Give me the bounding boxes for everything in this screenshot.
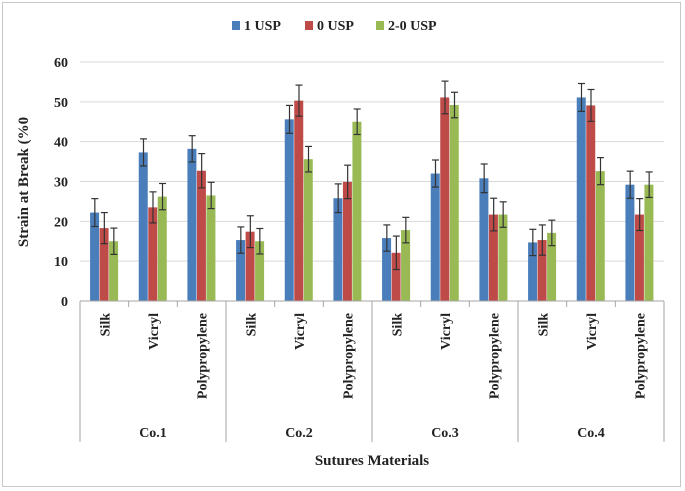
bar bbox=[547, 232, 557, 301]
group-label: Co.3 bbox=[431, 426, 459, 441]
y-tick-label: 40 bbox=[54, 136, 68, 151]
bars bbox=[90, 97, 654, 302]
group-label: Co.1 bbox=[139, 426, 167, 441]
category-label: Silk bbox=[390, 313, 405, 337]
bar bbox=[294, 100, 304, 301]
bar bbox=[90, 212, 100, 301]
y-tick-label: 60 bbox=[54, 56, 68, 71]
category-label: Polypropylene bbox=[196, 313, 211, 399]
y-axis-title: Strain at Break (%0 bbox=[16, 117, 32, 247]
legend-label: 0 USP bbox=[317, 19, 354, 34]
bar bbox=[109, 241, 119, 301]
axes: 0 10 20 30 40 50 60 Co.1 Silk Vicryl Polypropylene… bbox=[54, 56, 665, 442]
bar bbox=[138, 152, 148, 301]
bar bbox=[634, 214, 644, 301]
y-tick-label: 50 bbox=[54, 96, 68, 111]
bar bbox=[401, 230, 411, 301]
bar bbox=[440, 97, 450, 302]
category-label: Polypropylene bbox=[634, 313, 649, 399]
bar bbox=[391, 252, 401, 301]
bar bbox=[245, 231, 255, 301]
bar bbox=[187, 148, 197, 301]
bar bbox=[157, 196, 167, 301]
category-label: Silk bbox=[98, 313, 113, 337]
legend-swatch bbox=[305, 21, 313, 30]
bar bbox=[206, 195, 216, 301]
bar bbox=[498, 214, 508, 301]
bar bbox=[576, 97, 586, 302]
category-label: Silk bbox=[536, 313, 551, 337]
legend-swatch bbox=[376, 21, 384, 30]
bar bbox=[303, 159, 313, 301]
x-axis-title: Sutures Materials bbox=[315, 453, 429, 469]
bar bbox=[382, 238, 392, 301]
bar bbox=[479, 178, 489, 301]
bar bbox=[333, 198, 343, 301]
bar bbox=[236, 240, 246, 301]
category-label: Silk bbox=[244, 313, 259, 337]
y-tick-label: 0 bbox=[61, 295, 68, 310]
bar bbox=[99, 228, 109, 301]
category-label: Vicryl bbox=[439, 313, 454, 350]
bar bbox=[148, 207, 158, 301]
category-label: Vicryl bbox=[147, 313, 162, 350]
category-label: Polypropylene bbox=[342, 313, 357, 399]
legend: 1 USP 0 USP 2-0 USP bbox=[232, 19, 437, 34]
bar bbox=[644, 184, 654, 301]
category-label: Polypropylene bbox=[488, 313, 503, 399]
y-tick-label: 30 bbox=[54, 176, 68, 191]
bar bbox=[586, 105, 596, 301]
bar bbox=[449, 105, 459, 302]
gridlines bbox=[80, 61, 664, 262]
error-bars bbox=[91, 80, 653, 271]
legend-label: 2-0 USP bbox=[388, 19, 437, 34]
group-label: Co.4 bbox=[577, 426, 605, 441]
y-tick-label: 10 bbox=[54, 255, 68, 270]
y-tick-label: 20 bbox=[54, 215, 68, 230]
legend-swatch bbox=[232, 21, 240, 30]
category-label: Vicryl bbox=[585, 313, 600, 350]
bar bbox=[537, 240, 547, 301]
bar bbox=[352, 121, 362, 301]
bar bbox=[528, 242, 538, 301]
bar bbox=[284, 119, 294, 301]
group-label: Co.2 bbox=[285, 426, 313, 441]
bar bbox=[430, 173, 440, 301]
bar bbox=[625, 184, 635, 301]
bar bbox=[488, 214, 498, 301]
bar bbox=[595, 171, 605, 301]
legend-label: 1 USP bbox=[244, 19, 281, 34]
bar bbox=[342, 181, 352, 301]
category-label: Vicryl bbox=[293, 313, 308, 350]
bar bbox=[196, 170, 206, 301]
bar bbox=[255, 241, 265, 301]
